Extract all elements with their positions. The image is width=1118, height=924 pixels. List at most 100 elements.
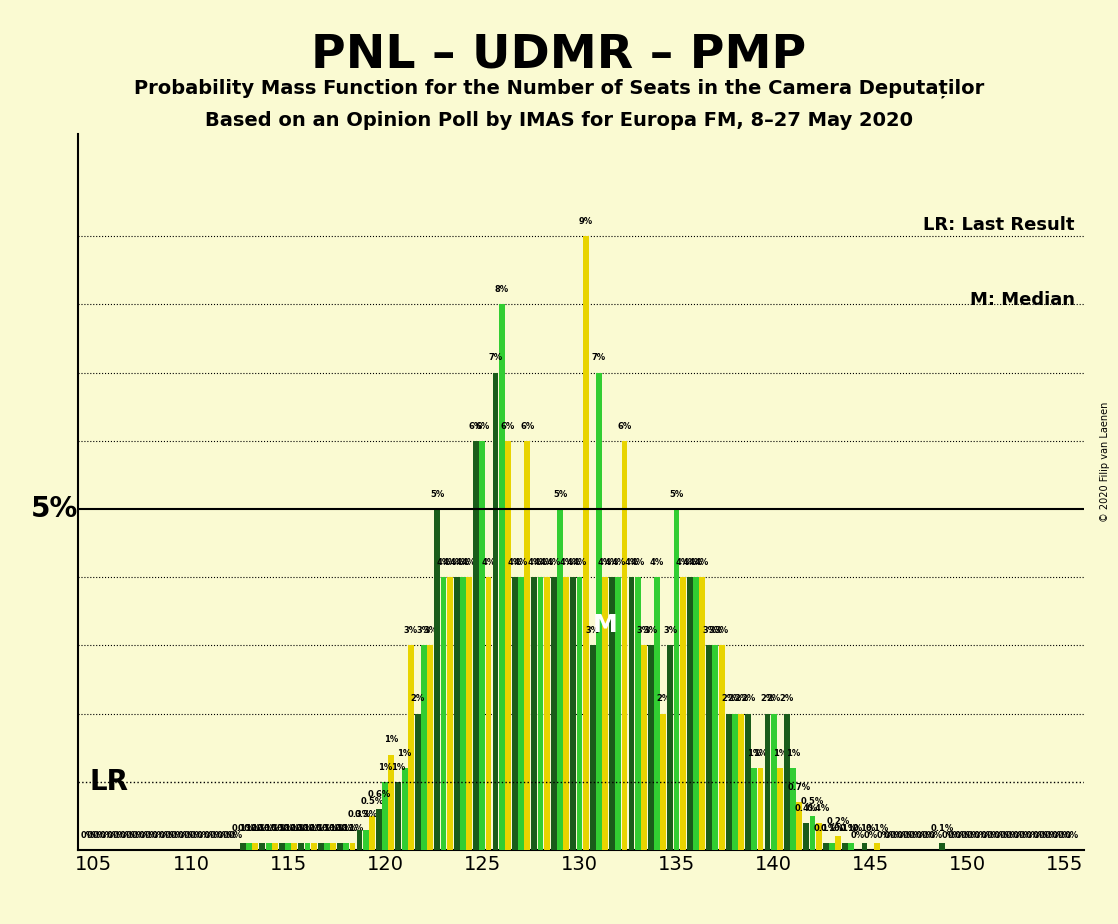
Text: 4%: 4%	[547, 558, 561, 567]
Text: 0%: 0%	[960, 831, 975, 840]
Text: 0.1%: 0.1%	[309, 824, 332, 833]
Text: 0.1%: 0.1%	[334, 824, 358, 833]
Text: 0%: 0%	[1058, 831, 1072, 840]
Text: 6%: 6%	[617, 421, 632, 431]
Text: 0%: 0%	[986, 831, 1001, 840]
Text: 2%: 2%	[779, 695, 794, 703]
Bar	[324, 844, 330, 850]
Text: 0%: 0%	[80, 831, 95, 840]
Bar	[765, 713, 770, 850]
Bar	[596, 372, 601, 850]
Text: 4%: 4%	[540, 558, 553, 567]
Text: 4%: 4%	[598, 558, 613, 567]
Text: 0.1%: 0.1%	[302, 824, 325, 833]
Text: 0%: 0%	[967, 831, 982, 840]
Text: 6%: 6%	[475, 421, 490, 431]
Text: 4%: 4%	[650, 558, 664, 567]
Bar	[454, 578, 459, 850]
Text: 0%: 0%	[197, 831, 211, 840]
Bar	[259, 844, 265, 850]
Text: 0.2%: 0.2%	[826, 817, 850, 826]
Text: 2%: 2%	[728, 695, 742, 703]
Text: 0%: 0%	[203, 831, 217, 840]
Text: 0%: 0%	[178, 831, 192, 840]
Text: 0%: 0%	[1032, 831, 1046, 840]
Bar	[408, 646, 414, 850]
Bar	[396, 782, 401, 850]
Text: 0%: 0%	[1064, 831, 1079, 840]
Text: 0%: 0%	[229, 831, 243, 840]
Text: 1%: 1%	[391, 762, 406, 772]
Text: 0%: 0%	[145, 831, 159, 840]
Text: 0%: 0%	[151, 831, 165, 840]
Text: 3%: 3%	[709, 626, 722, 636]
Text: © 2020 Filip van Laenen: © 2020 Filip van Laenen	[1100, 402, 1109, 522]
Text: 0.1%: 0.1%	[865, 824, 889, 833]
Bar	[499, 305, 504, 850]
Text: 4%: 4%	[566, 558, 580, 567]
Bar	[272, 844, 277, 850]
Bar	[304, 844, 311, 850]
Text: M: M	[593, 613, 617, 637]
Text: 0.1%: 0.1%	[250, 824, 274, 833]
Bar	[674, 509, 680, 850]
Bar	[376, 809, 382, 850]
Text: 7%: 7%	[489, 354, 503, 362]
Text: M: Median: M: Median	[969, 291, 1074, 309]
Bar	[641, 646, 647, 850]
Text: 4%: 4%	[443, 558, 457, 567]
Bar	[582, 237, 588, 850]
Text: 0.1%: 0.1%	[853, 824, 877, 833]
Bar	[299, 844, 304, 850]
Bar	[738, 713, 743, 850]
Text: 6%: 6%	[520, 421, 534, 431]
Bar	[512, 578, 518, 850]
Text: 0.1%: 0.1%	[231, 824, 255, 833]
Text: 0%: 0%	[100, 831, 114, 840]
Text: 3%: 3%	[702, 626, 717, 636]
Text: 9%: 9%	[579, 217, 593, 226]
Text: 5%: 5%	[31, 495, 78, 523]
Bar	[707, 646, 712, 850]
Bar	[661, 713, 666, 850]
Text: 1%: 1%	[747, 749, 761, 758]
Text: 0%: 0%	[922, 831, 936, 840]
Text: 4%: 4%	[528, 558, 541, 567]
Text: 4%: 4%	[436, 558, 451, 567]
Bar	[577, 578, 582, 850]
Bar	[311, 844, 316, 850]
Bar	[369, 816, 375, 850]
Bar	[849, 844, 854, 850]
Bar	[524, 441, 530, 850]
Bar	[338, 844, 343, 850]
Text: 0.5%: 0.5%	[800, 796, 824, 806]
Text: 3%: 3%	[644, 626, 659, 636]
Bar	[862, 844, 868, 850]
Bar	[350, 844, 356, 850]
Text: 0.1%: 0.1%	[821, 824, 844, 833]
Text: 1%: 1%	[754, 749, 768, 758]
Bar	[343, 844, 349, 850]
Bar	[440, 578, 446, 850]
Text: 7%: 7%	[591, 354, 606, 362]
Bar	[459, 578, 466, 850]
Bar	[667, 646, 673, 850]
Bar	[363, 830, 369, 850]
Text: 0.1%: 0.1%	[315, 824, 339, 833]
Text: 4%: 4%	[695, 558, 709, 567]
Text: 0%: 0%	[928, 831, 942, 840]
Bar	[388, 755, 395, 850]
Text: 0.1%: 0.1%	[257, 824, 281, 833]
Bar	[693, 578, 699, 850]
Text: 0.1%: 0.1%	[840, 824, 863, 833]
Text: 0%: 0%	[889, 831, 903, 840]
Text: 0.4%: 0.4%	[807, 804, 831, 812]
Bar	[415, 713, 420, 850]
Bar	[790, 768, 796, 850]
Bar	[447, 578, 453, 850]
Bar	[246, 844, 253, 850]
Text: 0%: 0%	[183, 831, 198, 840]
Text: 0%: 0%	[851, 831, 864, 840]
Text: 0%: 0%	[883, 831, 898, 840]
Bar	[770, 713, 777, 850]
